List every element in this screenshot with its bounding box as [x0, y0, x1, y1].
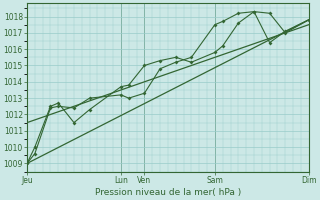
X-axis label: Pression niveau de la mer( hPa ): Pression niveau de la mer( hPa )	[95, 188, 241, 197]
